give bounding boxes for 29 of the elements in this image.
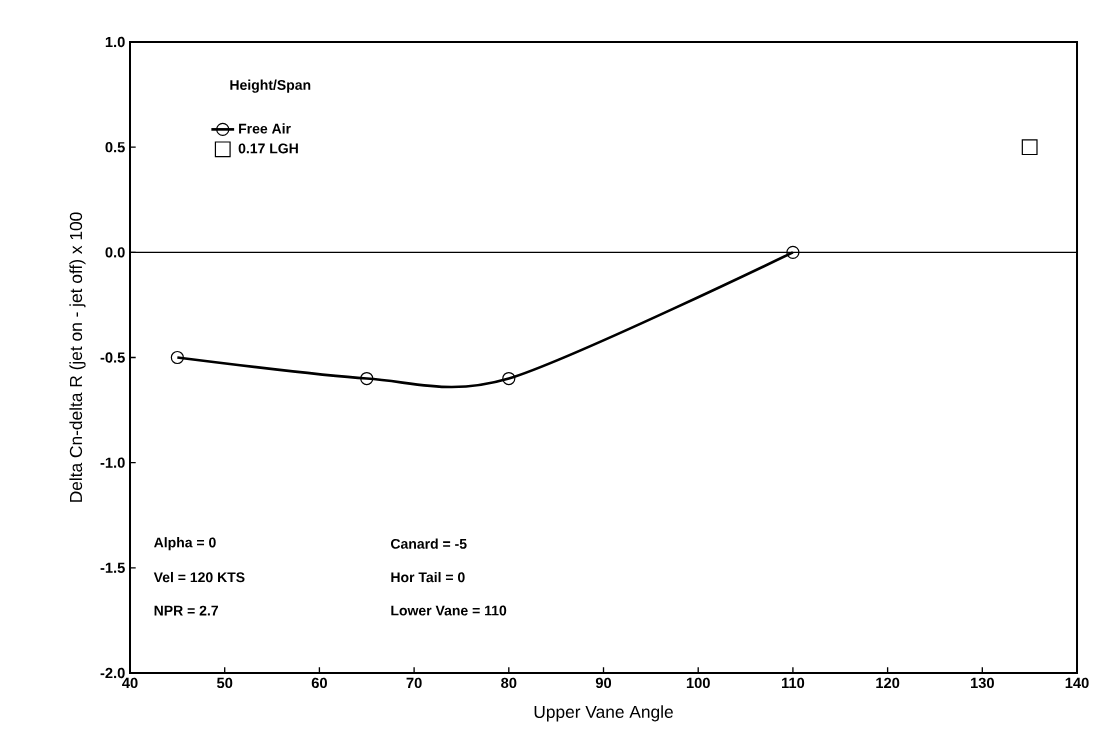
y-axis-title: Delta Cn-delta R (jet on - jet off) x 100	[69, 212, 86, 502]
x-axis-title: Upper Vane Angle	[534, 705, 673, 722]
x-tick-label: 100	[686, 677, 710, 689]
y-tick-label: -0.5	[100, 352, 125, 363]
x-tick-label: 120	[876, 677, 900, 689]
y-tick-label: -1.0	[100, 457, 125, 468]
annotation: Hor Tail = 0	[391, 571, 465, 583]
annotation: Canard = -5	[390, 538, 467, 549]
legend-label: 0.17 LGH	[238, 143, 298, 154]
x-tick-label: 60	[311, 677, 327, 689]
x-tick-label: 40	[122, 677, 138, 689]
x-tick-label: 140	[1065, 677, 1089, 689]
x-tick-label: 70	[406, 677, 422, 689]
x-tick-label: 90	[595, 677, 612, 689]
y-tick-label: 0.5	[105, 141, 125, 153]
y-tick-label: -1.5	[100, 562, 125, 573]
y-tick-label: 0.0	[105, 247, 125, 258]
y-tick-label: -2.0	[100, 667, 125, 679]
x-tick-label: 80	[501, 677, 517, 689]
legend-title: Height/Span	[230, 79, 311, 93]
x-tick-label: 50	[217, 677, 233, 689]
annotation: Alpha = 0	[154, 537, 216, 551]
x-tick-label: 110	[782, 677, 805, 689]
annotation: NPR = 2.7	[154, 605, 219, 616]
y-tick-label: 1.0	[105, 36, 125, 48]
annotation: Lower Vane = 110	[391, 605, 507, 616]
annotation: Vel = 120 KTS	[153, 571, 245, 583]
x-tick-label: 130	[971, 677, 994, 689]
legend-label: Free Air	[239, 123, 291, 134]
